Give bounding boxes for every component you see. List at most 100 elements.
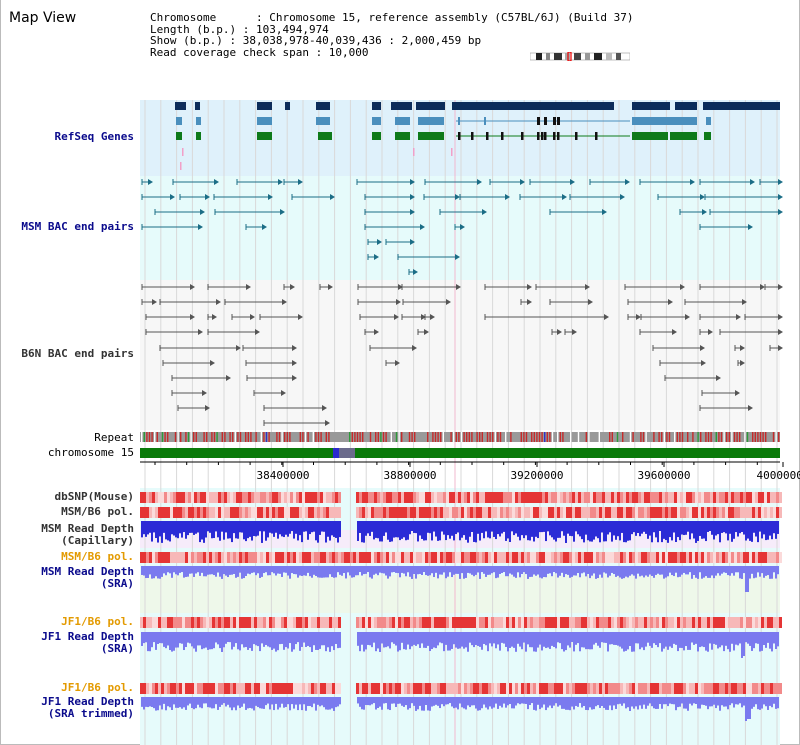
depth-bar [423, 521, 425, 541]
depth-bar [299, 521, 301, 536]
depth-bar [369, 566, 371, 578]
polymorphism-cell [470, 492, 473, 503]
polymorphism-cell [299, 492, 302, 503]
chromosome-bar[interactable] [140, 448, 780, 458]
polymorphism-cell [410, 507, 413, 518]
depth-bar [409, 632, 411, 650]
polymorphism-cell [500, 617, 503, 628]
polymorphism-cell [212, 683, 215, 694]
depth-bar [523, 632, 525, 643]
chromosome-ideogram[interactable] [530, 52, 630, 61]
polymorphism-cell [542, 552, 545, 563]
polymorphism-cell [362, 492, 365, 503]
b6n-bac-features[interactable] [141, 284, 783, 426]
repeat-element [494, 432, 496, 442]
track-label-jf1-depth-sra[interactable]: JF1 Read Depth (SRA) [41, 630, 134, 655]
show-range-info: Show (b.p.) : 38,038,978-40,039,436 : 2,… [150, 34, 482, 47]
depth-bar [295, 632, 297, 645]
depth-bar [507, 566, 509, 577]
polymorphism-cell [608, 507, 611, 518]
bac-end-arrow [202, 390, 207, 396]
track-label-b6n-bac[interactable]: B6N BAC end pairs [21, 347, 134, 360]
polymorphism-cell [740, 552, 743, 563]
depth-bar [473, 632, 475, 648]
depth-bar [519, 521, 521, 541]
depth-bar [503, 521, 505, 532]
depth-bar [615, 521, 617, 540]
depth-bar [619, 697, 621, 704]
depth-bar [489, 697, 491, 707]
polymorphism-cell [278, 617, 281, 628]
depth-bar [579, 521, 581, 537]
polymorphism-cell [536, 507, 539, 518]
polymorphism-cell [740, 617, 743, 628]
track-label-msm-bac[interactable]: MSM BAC end pairs [21, 220, 134, 233]
polymorphism-cell [449, 552, 452, 563]
depth-bar [755, 566, 757, 578]
depth-bar [155, 697, 157, 711]
depth-bar [183, 632, 185, 651]
repeat-element [453, 432, 455, 442]
polymorphism-cell [695, 507, 698, 518]
track-label-msm-depth-sra[interactable]: MSM Read Depth (SRA) [41, 565, 134, 590]
depth-bar [759, 697, 761, 710]
polymorphism-cell [302, 552, 305, 563]
repeat-track[interactable] [140, 432, 780, 442]
refseq-gene-features[interactable] [175, 102, 780, 170]
depth-bar [363, 632, 365, 652]
polymorphism-cell [425, 552, 428, 563]
track-label-jf1-b6-pol[interactable]: JF1/B6 pol. [61, 615, 134, 628]
polymorphism-cell [194, 683, 197, 694]
depth-bar [237, 632, 239, 650]
depth-bar [167, 697, 169, 707]
depth-bar [743, 566, 745, 574]
track-label-msm-b6-pol-2[interactable]: MSM/B6 pol. [61, 550, 134, 563]
depth-bar [463, 566, 465, 579]
track-label-jf1-b6-pol-2[interactable]: JF1/B6 pol. [61, 681, 134, 694]
polymorphism-cell [176, 552, 179, 563]
polymorphism-cell [734, 507, 737, 518]
depth-bar [313, 521, 315, 532]
polymorphism-cell [551, 507, 554, 518]
polymorphism-cell [197, 683, 200, 694]
depth-bar [193, 697, 195, 710]
track-label-dbsnp[interactable]: dbSNP(Mouse) [54, 490, 134, 503]
track-label-refseq[interactable]: RefSeq Genes [54, 130, 134, 143]
depth-bar [639, 521, 641, 537]
repeat-element [395, 432, 398, 442]
bac-end-arrow [328, 284, 333, 290]
track-label-msm-depth-capillary[interactable]: MSM Read Depth (Capillary) [41, 522, 134, 547]
depth-bar [775, 566, 777, 579]
polymorphism-cell [659, 683, 662, 694]
depth-bar [761, 566, 763, 574]
depth-bar [679, 697, 681, 707]
read-depth-tracks[interactable] [141, 521, 779, 721]
msm-bac-features[interactable] [141, 179, 783, 275]
polymorphism-cell [566, 507, 569, 518]
polymorphism-cell [581, 552, 584, 563]
polymorphism-cell [422, 552, 425, 563]
depth-bar [587, 632, 589, 650]
depth-bar [511, 697, 513, 709]
polymorphism-cell [710, 683, 713, 694]
polymorphism-cell [434, 617, 437, 628]
polymorphism-cell [140, 617, 143, 628]
track-label-jf1-depth-trimmed[interactable]: JF1 Read Depth (SRA trimmed) [41, 695, 134, 720]
track-label-msm-b6-pol[interactable]: MSM/B6 pol. [61, 505, 134, 518]
depth-bar [715, 566, 717, 576]
repeat-element [141, 432, 143, 442]
polymorphism-cell [581, 617, 584, 628]
repeat-element [726, 432, 728, 442]
bac-end-arrow [205, 405, 210, 411]
gene-exon [176, 117, 182, 125]
depth-bar [191, 566, 193, 574]
depth-bar [699, 521, 701, 536]
depth-bar [401, 632, 403, 643]
depth-bar [465, 521, 467, 540]
polymorphism-cell [575, 683, 578, 694]
depth-bar [289, 697, 291, 711]
depth-bar [637, 566, 639, 574]
gene-exon [595, 132, 598, 140]
polymorphism-tracks[interactable] [140, 492, 782, 694]
